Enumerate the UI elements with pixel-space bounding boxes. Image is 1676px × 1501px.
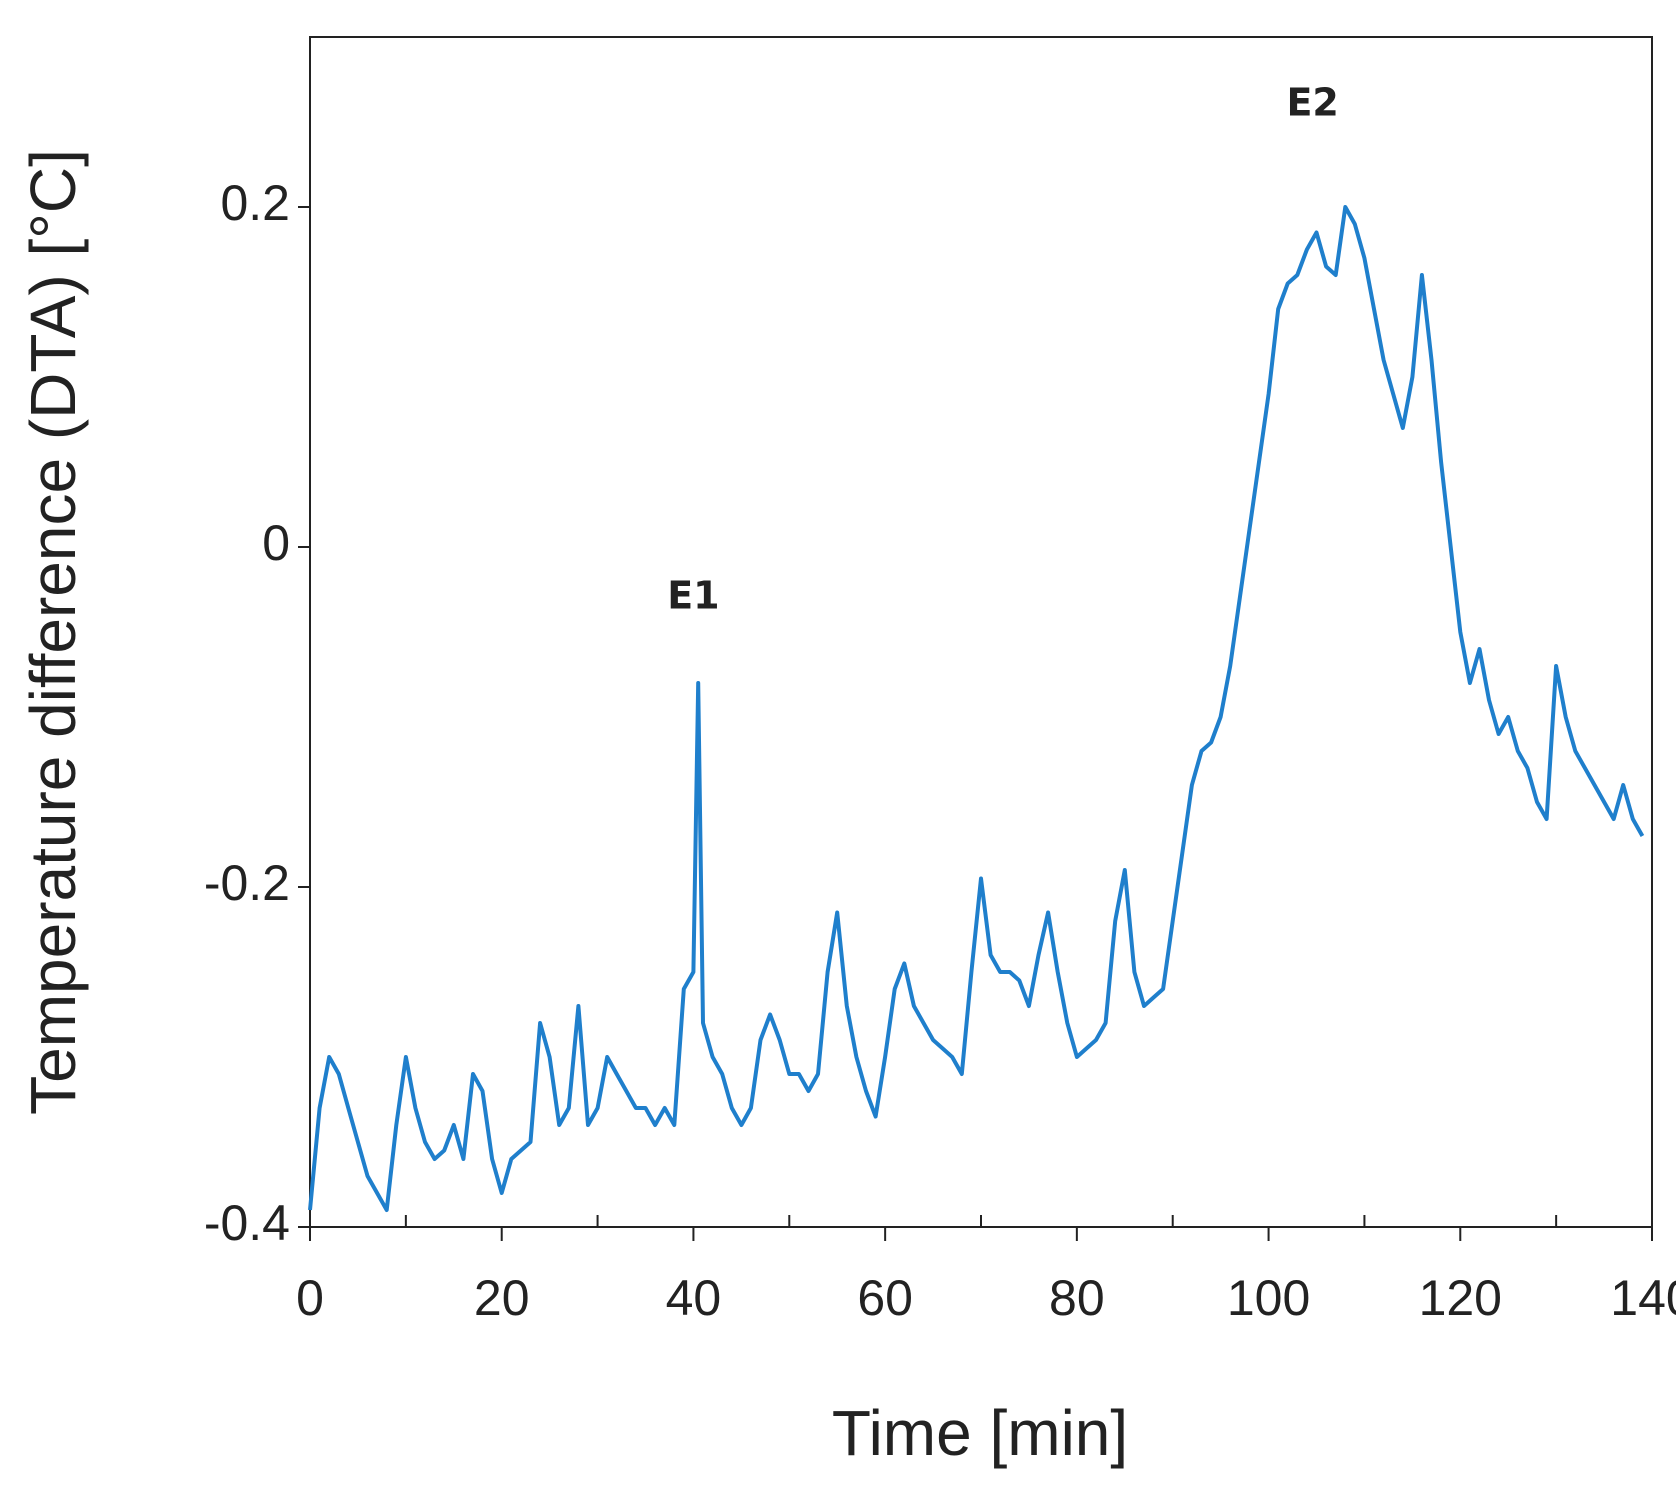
- x-tick-label: 40: [666, 1270, 722, 1326]
- y-tick-label: -0.2: [204, 855, 290, 911]
- x-tick-label: 140: [1610, 1270, 1676, 1326]
- x-tick-label: 100: [1227, 1270, 1310, 1326]
- x-tick-label: 0: [296, 1270, 324, 1326]
- x-tick-label: 60: [857, 1270, 913, 1326]
- y-tick-label: 0: [262, 515, 290, 571]
- annotation: E1: [667, 574, 719, 618]
- annotation: E2: [1286, 81, 1338, 125]
- x-axis-label: Time [min]: [832, 1397, 1128, 1469]
- x-tick-label: 120: [1419, 1270, 1502, 1326]
- data-line: [308, 205, 1645, 1212]
- x-tick-label: 80: [1049, 1270, 1105, 1326]
- plot-frame: [309, 36, 1653, 1228]
- x-tick-label: 20: [474, 1270, 530, 1326]
- y-tick-label: -0.4: [204, 1195, 290, 1251]
- y-tick-label: 0.2: [220, 175, 290, 231]
- y-axis-label: Temperature difference (DTA) [°C]: [17, 149, 89, 1115]
